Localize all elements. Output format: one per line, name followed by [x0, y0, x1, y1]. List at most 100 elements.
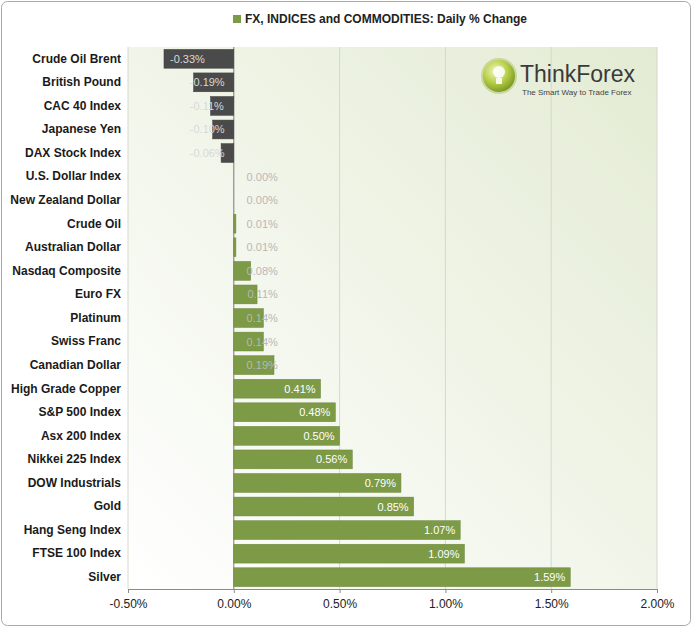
tick: -0.50% — [109, 589, 147, 611]
data-label: 0.14% — [247, 336, 278, 348]
logo-tagline: The Smart Way to Trade Forex — [522, 88, 632, 97]
data-label: -0.11% — [190, 100, 224, 112]
category-label: Nikkei 225 Index — [28, 452, 122, 466]
tick-mark — [128, 589, 129, 593]
plot-area — [128, 47, 657, 589]
logo-icon — [482, 59, 516, 93]
tick: British Pound — [42, 75, 121, 89]
category-label: High Grade Copper — [11, 382, 121, 396]
bar — [233, 167, 234, 186]
bar — [234, 568, 570, 587]
tick-label: 0.00% — [217, 597, 251, 611]
tick: DOW Industrials — [28, 476, 122, 490]
logo-bulb — [493, 66, 505, 78]
tick: FTSE 100 Index — [32, 546, 121, 560]
category-label: Swiss Franc — [51, 334, 121, 348]
x-axis: -0.50%0.00%0.50%1.00%1.50%2.00% — [109, 589, 674, 611]
tick: 0.00% — [217, 589, 251, 611]
bar — [234, 544, 465, 563]
data-label: 1.07% — [424, 524, 455, 536]
tick-mark — [657, 589, 658, 593]
chart: -0.33%-0.19%-0.11%-0.10%-0.06%0.00%0.00%… — [0, 0, 695, 632]
category-label: New Zealand Dollar — [10, 193, 121, 207]
category-label: Platinum — [70, 311, 121, 325]
bar — [234, 214, 236, 233]
logo: ThinkForexThe Smart Way to Trade Forex — [482, 59, 636, 97]
tick: Hang Seng Index — [24, 523, 122, 537]
bar — [234, 497, 414, 516]
bar — [164, 49, 234, 68]
tick: Crude Oil — [67, 217, 121, 231]
grid — [128, 47, 657, 589]
tick: Platinum — [70, 311, 121, 325]
bar — [234, 521, 460, 540]
tick-label: 2.00% — [640, 597, 674, 611]
data-label: -0.10% — [190, 123, 225, 135]
data-label: 0.01% — [247, 241, 278, 253]
tick: Gold — [94, 499, 121, 513]
category-label: S&P 500 Index — [39, 405, 122, 419]
legend: FX, INDICES and COMMODITIES: Daily % Cha… — [233, 12, 527, 26]
grid-line — [657, 47, 658, 589]
legend-swatch — [233, 15, 241, 23]
category-label: Australian Dollar — [25, 240, 121, 254]
grid-line — [128, 47, 129, 589]
y-axis: Crude Oil Brent British Pound CAC 40 Index… — [10, 52, 121, 584]
data-label: 0.56% — [316, 453, 347, 465]
category-label: British Pound — [42, 75, 121, 89]
tick-mark — [340, 589, 341, 593]
tick: CAC 40 Index — [44, 99, 122, 113]
tick: High Grade Copper — [11, 382, 121, 396]
tick: 2.00% — [640, 589, 674, 611]
category-label: Crude Oil Brent — [32, 52, 121, 66]
category-label: DAX Stock Index — [25, 146, 121, 160]
category-label: Silver — [88, 570, 121, 584]
data-label: -0.33% — [170, 53, 205, 65]
bar — [234, 238, 236, 257]
data-label: 0.11% — [247, 288, 278, 300]
logo-bulb-base — [496, 78, 502, 84]
tick: 1.50% — [535, 589, 569, 611]
category-label: FTSE 100 Index — [32, 546, 121, 560]
data-label: 0.00% — [247, 194, 278, 206]
tick: U.S. Dollar Index — [26, 169, 122, 183]
tick: Australian Dollar — [25, 240, 121, 254]
grid-line — [445, 47, 446, 589]
tick: New Zealand Dollar — [10, 193, 121, 207]
data-label: -0.19% — [190, 76, 225, 88]
logo-text: ThinkForex — [520, 61, 636, 87]
category-label: Hang Seng Index — [24, 523, 122, 537]
tick: Nikkei 225 Index — [28, 452, 122, 466]
tick: Swiss Franc — [51, 334, 121, 348]
category-label: Nasdaq Composite — [12, 264, 121, 278]
category-label: DOW Industrials — [28, 476, 122, 490]
tick: S&P 500 Index — [39, 405, 122, 419]
tick-label: 0.50% — [323, 597, 357, 611]
tick: Crude Oil Brent — [32, 52, 121, 66]
data-label: 0.85% — [377, 501, 408, 513]
tick-mark — [551, 589, 552, 593]
bar — [234, 379, 321, 398]
grid-line — [551, 47, 552, 589]
data-label: 0.19% — [247, 359, 278, 371]
tick-mark — [445, 589, 446, 593]
category-label: Canadian Dollar — [30, 358, 122, 372]
tick-label: 1.50% — [535, 597, 569, 611]
tick: DAX Stock Index — [25, 146, 121, 160]
category-label: Crude Oil — [67, 217, 121, 231]
category-label: CAC 40 Index — [44, 99, 122, 113]
tick: 0.50% — [323, 589, 357, 611]
category-label: U.S. Dollar Index — [26, 169, 122, 183]
frame — [2, 2, 691, 626]
tick: Euro FX — [75, 287, 121, 301]
legend-label: FX, INDICES and COMMODITIES: Daily % Cha… — [245, 12, 527, 26]
bar — [234, 403, 336, 422]
data-labels: -0.33%-0.19%-0.11%-0.10%-0.06%0.00%0.00%… — [170, 53, 565, 583]
data-label: 1.09% — [428, 548, 459, 560]
category-label: Gold — [94, 499, 121, 513]
data-label: 0.79% — [365, 477, 396, 489]
bar — [234, 450, 352, 469]
category-label: Japanese Yen — [42, 122, 121, 136]
data-label: 0.48% — [299, 406, 330, 418]
tick: Asx 200 Index — [41, 429, 121, 443]
